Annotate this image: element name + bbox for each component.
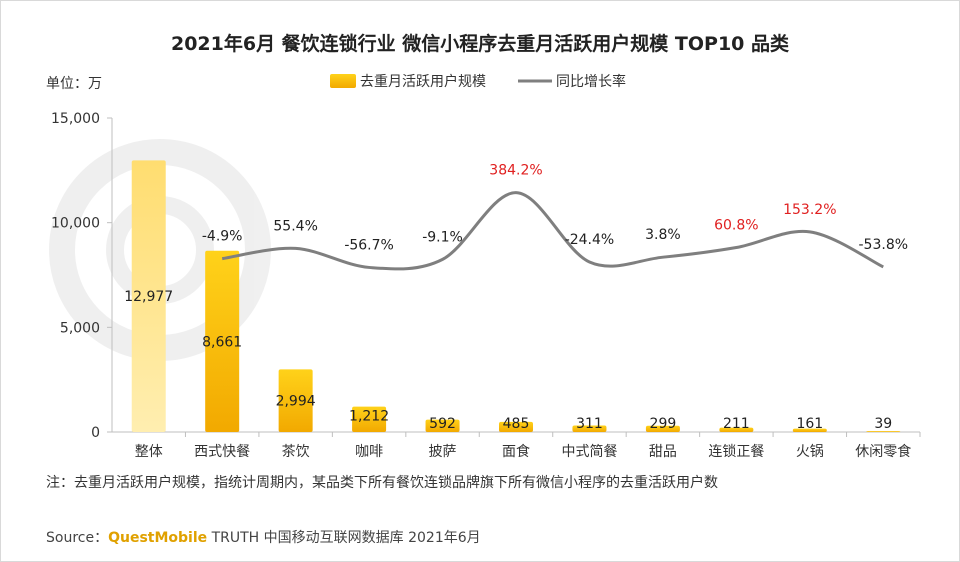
growth-value-label: -9.1% — [422, 229, 463, 245]
legend: 去重月活跃用户规模 同比增长率 — [330, 73, 626, 90]
bar-value-label: 8,661 — [202, 334, 242, 350]
bar-value-label: 161 — [796, 416, 823, 432]
category-label: 披萨 — [429, 444, 457, 460]
legend-bar-swatch — [330, 74, 356, 88]
category-label: 休闲零食 — [855, 443, 911, 460]
bar-value-label: 592 — [429, 416, 456, 432]
category-label: 西式快餐 — [194, 444, 250, 460]
category-label: 整体 — [135, 444, 163, 460]
growth-value-label: 55.4% — [273, 218, 317, 234]
bar-value-label: 2,994 — [276, 394, 316, 410]
category-label: 面食 — [502, 443, 530, 460]
growth-value-label: 60.8% — [714, 218, 758, 234]
source-brand: QuestMobile — [108, 530, 208, 546]
bar — [645, 425, 680, 432]
bar — [792, 428, 827, 432]
y-tick-label: 10,000 — [51, 216, 100, 232]
unit-label: 单位：万 — [46, 76, 102, 92]
growth-value-label: 384.2% — [489, 163, 542, 179]
growth-value-label: -24.4% — [565, 232, 615, 248]
y-axis: 0 5,000 10,000 15,000 — [51, 111, 920, 441]
y-tick-label: 5,000 — [60, 320, 100, 336]
bar-value-label: 485 — [503, 416, 530, 432]
y-tick-label: 0 — [91, 425, 100, 441]
growth-line — [221, 191, 884, 271]
bar — [205, 250, 240, 432]
bar-value-label: 299 — [650, 416, 677, 432]
growth-value-label: 153.2% — [783, 202, 836, 218]
bar — [499, 421, 533, 432]
category-axis: 整体 西式快餐 茶饮 咖啡 披萨 面食 中式简餐 甜品 连锁正餐 火锅 休闲零食 — [135, 432, 921, 460]
legend-bar-label: 去重月活跃用户规模 — [360, 73, 486, 90]
growth-value-label: -53.8% — [859, 237, 909, 253]
growth-value-label: 3.8% — [645, 227, 681, 243]
source-prefix: Source： — [46, 530, 109, 546]
category-label: 咖啡 — [355, 444, 383, 460]
bar-value-label: 39 — [874, 416, 892, 432]
bar — [866, 431, 901, 432]
growth-series: -4.9% 55.4% -56.7% -9.1% 384.2% -24.4% 3.8% 60.… — [202, 163, 909, 271]
category-label: 火锅 — [796, 444, 824, 460]
footnote: 注：去重月活跃用户规模，指统计周期内，某品类下所有餐饮连锁品牌旗下所有微信小程序… — [46, 475, 718, 491]
category-label: 连锁正餐 — [708, 444, 764, 460]
bar-value-label: 211 — [723, 416, 750, 432]
bar — [425, 419, 460, 432]
bar-series: 12,977 8,661 2,994 1,212 592 485 311 299 211 161 3… — [124, 160, 901, 432]
legend-line-label: 同比增长率 — [556, 73, 626, 90]
growth-value-label: -4.9% — [202, 229, 243, 245]
bar — [352, 406, 387, 432]
chart-title: 2021年6月 餐饮连锁行业 微信小程序去重月活跃用户规模 TOP10 品类 — [171, 32, 789, 55]
bar-value-label: 1,212 — [349, 409, 389, 425]
category-label: 甜品 — [649, 444, 677, 460]
bar — [719, 427, 754, 432]
bar — [131, 160, 166, 432]
bar-value-label: 311 — [576, 416, 603, 432]
bar-value-label: 12,977 — [124, 289, 173, 305]
chart: 2021年6月 餐饮连锁行业 微信小程序去重月活跃用户规模 TOP10 品类 单… — [46, 32, 921, 460]
source-rest: TRUTH 中国移动互联网数据库 2021年6月 — [207, 530, 481, 546]
category-label: 中式简餐 — [561, 443, 617, 460]
growth-value-label: -56.7% — [344, 237, 394, 253]
bar — [572, 425, 607, 432]
bar — [278, 369, 313, 432]
y-tick-label: 15,000 — [51, 111, 100, 127]
source-line: Source：QuestMobile TRUTH 中国移动互联网数据库 2021… — [46, 527, 481, 547]
category-label: 茶饮 — [282, 444, 310, 460]
